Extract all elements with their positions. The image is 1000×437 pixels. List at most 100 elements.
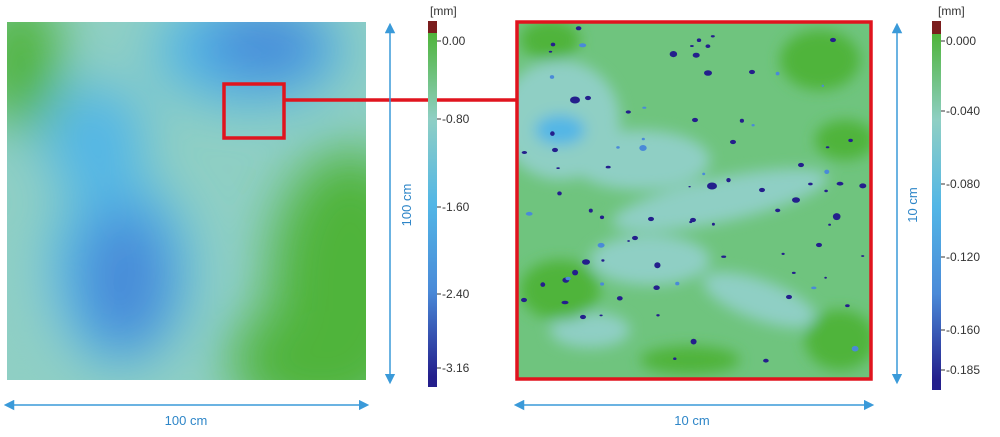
right-colorbar-tick-label: 0.000 xyxy=(946,34,976,48)
surface-pit xyxy=(781,252,785,255)
right-colorbar-tick-label: -0.080 xyxy=(946,177,980,191)
surface-pit xyxy=(625,110,631,114)
surface-pit xyxy=(859,183,867,189)
surface-pit xyxy=(599,314,603,317)
surface-pit xyxy=(824,169,830,174)
surface-pit xyxy=(585,95,591,101)
surface-pit xyxy=(710,35,715,38)
surface-pit xyxy=(689,220,693,224)
surface-pit xyxy=(561,300,569,305)
right-colorbar-top-marker xyxy=(932,21,941,34)
surface-pit xyxy=(692,52,700,58)
surface-pit xyxy=(642,106,647,109)
surface-pit xyxy=(707,182,717,190)
surface-pit xyxy=(821,84,824,88)
surface-pit xyxy=(688,186,691,188)
surface-pit xyxy=(751,124,755,127)
surface-pit xyxy=(825,146,830,149)
surface-pit xyxy=(861,255,865,257)
surface-pit xyxy=(549,75,555,79)
surface-pit xyxy=(791,271,796,274)
surface-pit xyxy=(824,189,828,193)
surface-pit xyxy=(730,139,736,145)
surface-pit xyxy=(521,297,527,303)
left-colorbar-gradient xyxy=(428,33,437,377)
surface-pit xyxy=(639,145,647,151)
right-colorbar-tick-label: -0.160 xyxy=(946,323,980,337)
surface-pit xyxy=(575,26,582,31)
surface-pit xyxy=(726,178,731,183)
surface-pit xyxy=(599,215,605,220)
surface-pit xyxy=(550,131,555,136)
surface-pit xyxy=(600,282,605,286)
surface-pit xyxy=(704,70,712,76)
surface-pit xyxy=(648,216,654,222)
surface-pit xyxy=(828,223,831,226)
surface-pit xyxy=(605,165,611,169)
left-height-label: 100 cm xyxy=(399,184,414,227)
surface-pit xyxy=(705,44,711,48)
surface-pit xyxy=(775,71,780,76)
left-colorbar-bottom-marker xyxy=(428,377,437,387)
surface-pit xyxy=(588,208,593,213)
surface-pit xyxy=(675,281,680,286)
left-colorbar-ticks: 0.00 -0.80 -1.60 -2.40 -3.16 xyxy=(437,34,470,375)
left-colorbar-tick-label: -2.40 xyxy=(442,287,470,301)
right-heatmap xyxy=(517,22,871,379)
surface-pit xyxy=(848,138,853,143)
right-colorbar: [mm] 0.000 -0.040 -0.080 -0.120 -0.160 -0.185 xyxy=(932,4,980,390)
surface-pit xyxy=(749,69,755,75)
surface-pit xyxy=(702,172,706,176)
surface-pit xyxy=(521,151,528,154)
surface-pit xyxy=(572,269,579,276)
surface-pit xyxy=(775,208,781,213)
surface-pit xyxy=(557,191,562,196)
surface-pit xyxy=(824,276,827,279)
surface-pit xyxy=(816,242,822,248)
surface-pit xyxy=(690,217,696,223)
surface-pit xyxy=(552,147,558,153)
surface-pit xyxy=(808,182,813,186)
surface-pit xyxy=(548,50,553,53)
surface-pit xyxy=(579,43,587,48)
left-colorbar-top-marker xyxy=(428,21,437,33)
zoomed-view-frame xyxy=(515,20,873,381)
right-colorbar-tick-label: -0.185 xyxy=(946,363,980,377)
left-colorbar-tick-label: -3.16 xyxy=(442,361,470,375)
surface-pit xyxy=(739,118,745,123)
left-heatmap xyxy=(7,22,366,380)
surface-pit xyxy=(690,45,694,47)
surface-pit xyxy=(669,51,678,58)
surface-pit xyxy=(582,259,590,265)
surface-pit xyxy=(786,294,792,300)
surface-pit xyxy=(673,357,677,361)
surface-pit xyxy=(811,286,817,290)
surface-pit xyxy=(798,162,804,168)
right-height-label: 10 cm xyxy=(905,187,920,222)
right-heatmap-pits xyxy=(521,26,867,363)
right-colorbar-unit: [mm] xyxy=(938,4,965,18)
surface-pit xyxy=(832,213,841,221)
left-colorbar-tick-label: -0.80 xyxy=(442,112,470,126)
surface-pit xyxy=(653,285,660,291)
surface-pit xyxy=(616,296,623,301)
surface-pit xyxy=(836,181,844,186)
surface-pit xyxy=(556,167,560,170)
right-width-label: 10 cm xyxy=(674,413,709,428)
right-colorbar-tick-label: -0.040 xyxy=(946,104,980,118)
right-colorbar-gradient xyxy=(932,34,941,380)
zoom-region-box xyxy=(222,82,286,140)
surface-pit xyxy=(597,242,605,248)
right-colorbar-bottom-marker xyxy=(932,380,941,390)
surface-pit xyxy=(763,358,769,363)
surface-pit xyxy=(565,276,571,281)
surface-pit xyxy=(830,37,836,43)
surface-pit xyxy=(525,211,533,216)
left-colorbar: [mm] 0.00 -0.80 -1.60 -2.40 -3.16 xyxy=(428,4,470,387)
left-colorbar-tick-label: -1.60 xyxy=(442,200,470,214)
surface-pit xyxy=(851,345,859,352)
left-colorbar-tick-label: 0.00 xyxy=(442,34,466,48)
surface-pit xyxy=(616,146,620,149)
surface-pit xyxy=(692,117,698,123)
surface-pit xyxy=(570,96,580,104)
